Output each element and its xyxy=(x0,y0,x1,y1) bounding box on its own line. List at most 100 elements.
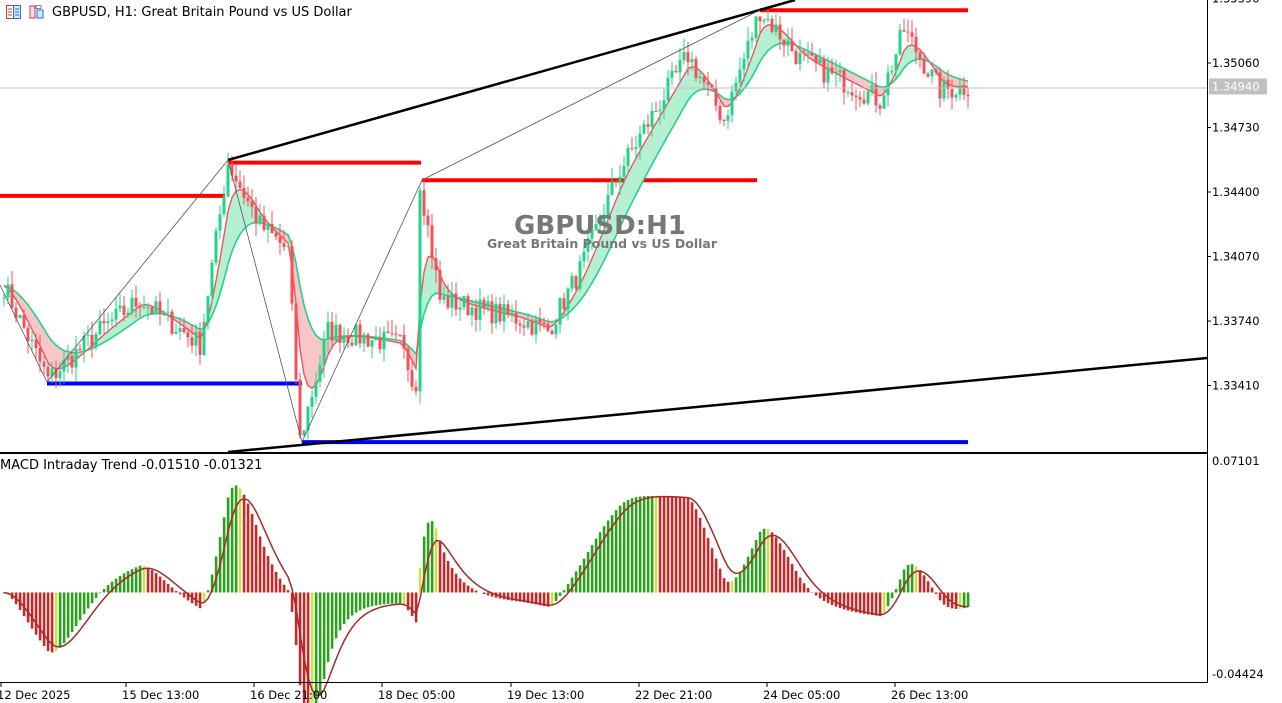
macd-bar xyxy=(714,558,718,593)
y-tick-label: 1.33410 xyxy=(1212,379,1260,393)
macd-bar xyxy=(286,590,290,593)
x-tick-label: 24 Dec 05:00 xyxy=(763,688,840,702)
macd-bar xyxy=(890,592,894,599)
macd-bar xyxy=(670,496,674,593)
macd-bar xyxy=(206,590,210,593)
ma-fill xyxy=(216,258,220,306)
candle xyxy=(318,364,322,382)
x-tick-label: 22 Dec 21:00 xyxy=(635,688,712,702)
ma-fill xyxy=(608,210,612,253)
candle xyxy=(110,319,114,322)
ma-fill xyxy=(40,322,44,355)
candle xyxy=(586,238,590,252)
candle xyxy=(178,328,182,332)
x-tick-label: 26 Dec 13:00 xyxy=(891,688,968,702)
macd-bar xyxy=(850,592,854,612)
candle xyxy=(378,337,382,350)
chart-title: GBPUSD, H1: Great Britain Pound vs US Do… xyxy=(52,4,352,20)
macd-bar xyxy=(330,592,334,649)
x-tick-label: 18 Dec 05:00 xyxy=(378,688,455,702)
candle xyxy=(390,333,394,335)
ma-fill xyxy=(312,328,316,389)
candle xyxy=(662,100,666,110)
candle xyxy=(490,301,494,324)
candle xyxy=(54,368,58,379)
candle xyxy=(926,73,930,77)
candle xyxy=(214,230,218,263)
macd-bar xyxy=(234,485,238,593)
candle xyxy=(38,348,42,362)
macd-bar xyxy=(830,592,834,606)
ma-fill xyxy=(640,143,644,187)
macd-bar xyxy=(814,592,818,596)
candle xyxy=(574,276,578,289)
candle xyxy=(930,69,934,77)
candle xyxy=(246,197,250,202)
x-tick-label: 16 Dec 21:00 xyxy=(250,688,327,702)
macd-bar xyxy=(150,570,154,593)
candle xyxy=(502,304,506,322)
macd-bar xyxy=(610,515,614,593)
ma-fill xyxy=(116,321,120,335)
ma-fill xyxy=(764,24,768,56)
ma-fill xyxy=(904,46,908,69)
macd-bar xyxy=(278,578,282,593)
candle xyxy=(10,284,14,308)
macd-bar xyxy=(558,592,562,596)
macd-bar xyxy=(146,567,150,593)
candle xyxy=(654,110,658,112)
candle xyxy=(946,79,950,90)
macd-bar xyxy=(590,545,594,593)
candle xyxy=(798,52,802,65)
macd-bar xyxy=(182,592,186,598)
candle xyxy=(854,95,858,98)
macd-bar xyxy=(34,592,38,635)
macd-bar xyxy=(46,592,50,652)
macd-bar xyxy=(566,584,570,593)
macd-bar xyxy=(570,577,574,593)
candle xyxy=(802,52,806,54)
candle xyxy=(734,82,738,92)
candle xyxy=(758,16,762,22)
candle xyxy=(350,342,354,346)
candle xyxy=(874,85,878,106)
macd-bar xyxy=(706,537,710,593)
y-tick-label: 1.34400 xyxy=(1212,185,1260,199)
candle xyxy=(610,181,614,196)
ma-fill xyxy=(668,95,672,136)
candle xyxy=(450,293,454,308)
macd-bar xyxy=(586,551,590,593)
macd-bar xyxy=(230,487,234,593)
symbol-icon[interactable] xyxy=(29,5,44,19)
candle xyxy=(82,335,86,351)
candle xyxy=(618,176,622,183)
macd-bar xyxy=(598,532,602,593)
candle xyxy=(718,105,722,120)
candle xyxy=(394,333,398,335)
candle xyxy=(298,379,302,436)
macd-bar xyxy=(690,502,694,593)
candle xyxy=(950,89,954,98)
watermark-symbol: GBPUSD:H1 xyxy=(514,211,686,241)
chart-list-icon[interactable] xyxy=(6,5,21,19)
candle xyxy=(902,29,906,32)
macd-bar xyxy=(350,592,354,616)
candle xyxy=(250,201,254,207)
candle xyxy=(918,52,922,59)
ma-fill xyxy=(20,295,24,314)
macd-bar xyxy=(870,592,874,616)
candle xyxy=(218,214,222,231)
candle xyxy=(550,330,554,335)
macd-bar xyxy=(542,592,546,606)
candle xyxy=(94,334,98,348)
ma-fill xyxy=(304,304,308,386)
macd-y-tick-label: -0.04424 xyxy=(1212,667,1264,681)
macd-bar xyxy=(134,567,138,593)
candle xyxy=(126,312,130,316)
ma-fill xyxy=(620,181,624,228)
candle xyxy=(462,296,466,308)
candle xyxy=(894,54,898,71)
macd-bar xyxy=(138,565,142,593)
macd-bar xyxy=(26,592,30,623)
